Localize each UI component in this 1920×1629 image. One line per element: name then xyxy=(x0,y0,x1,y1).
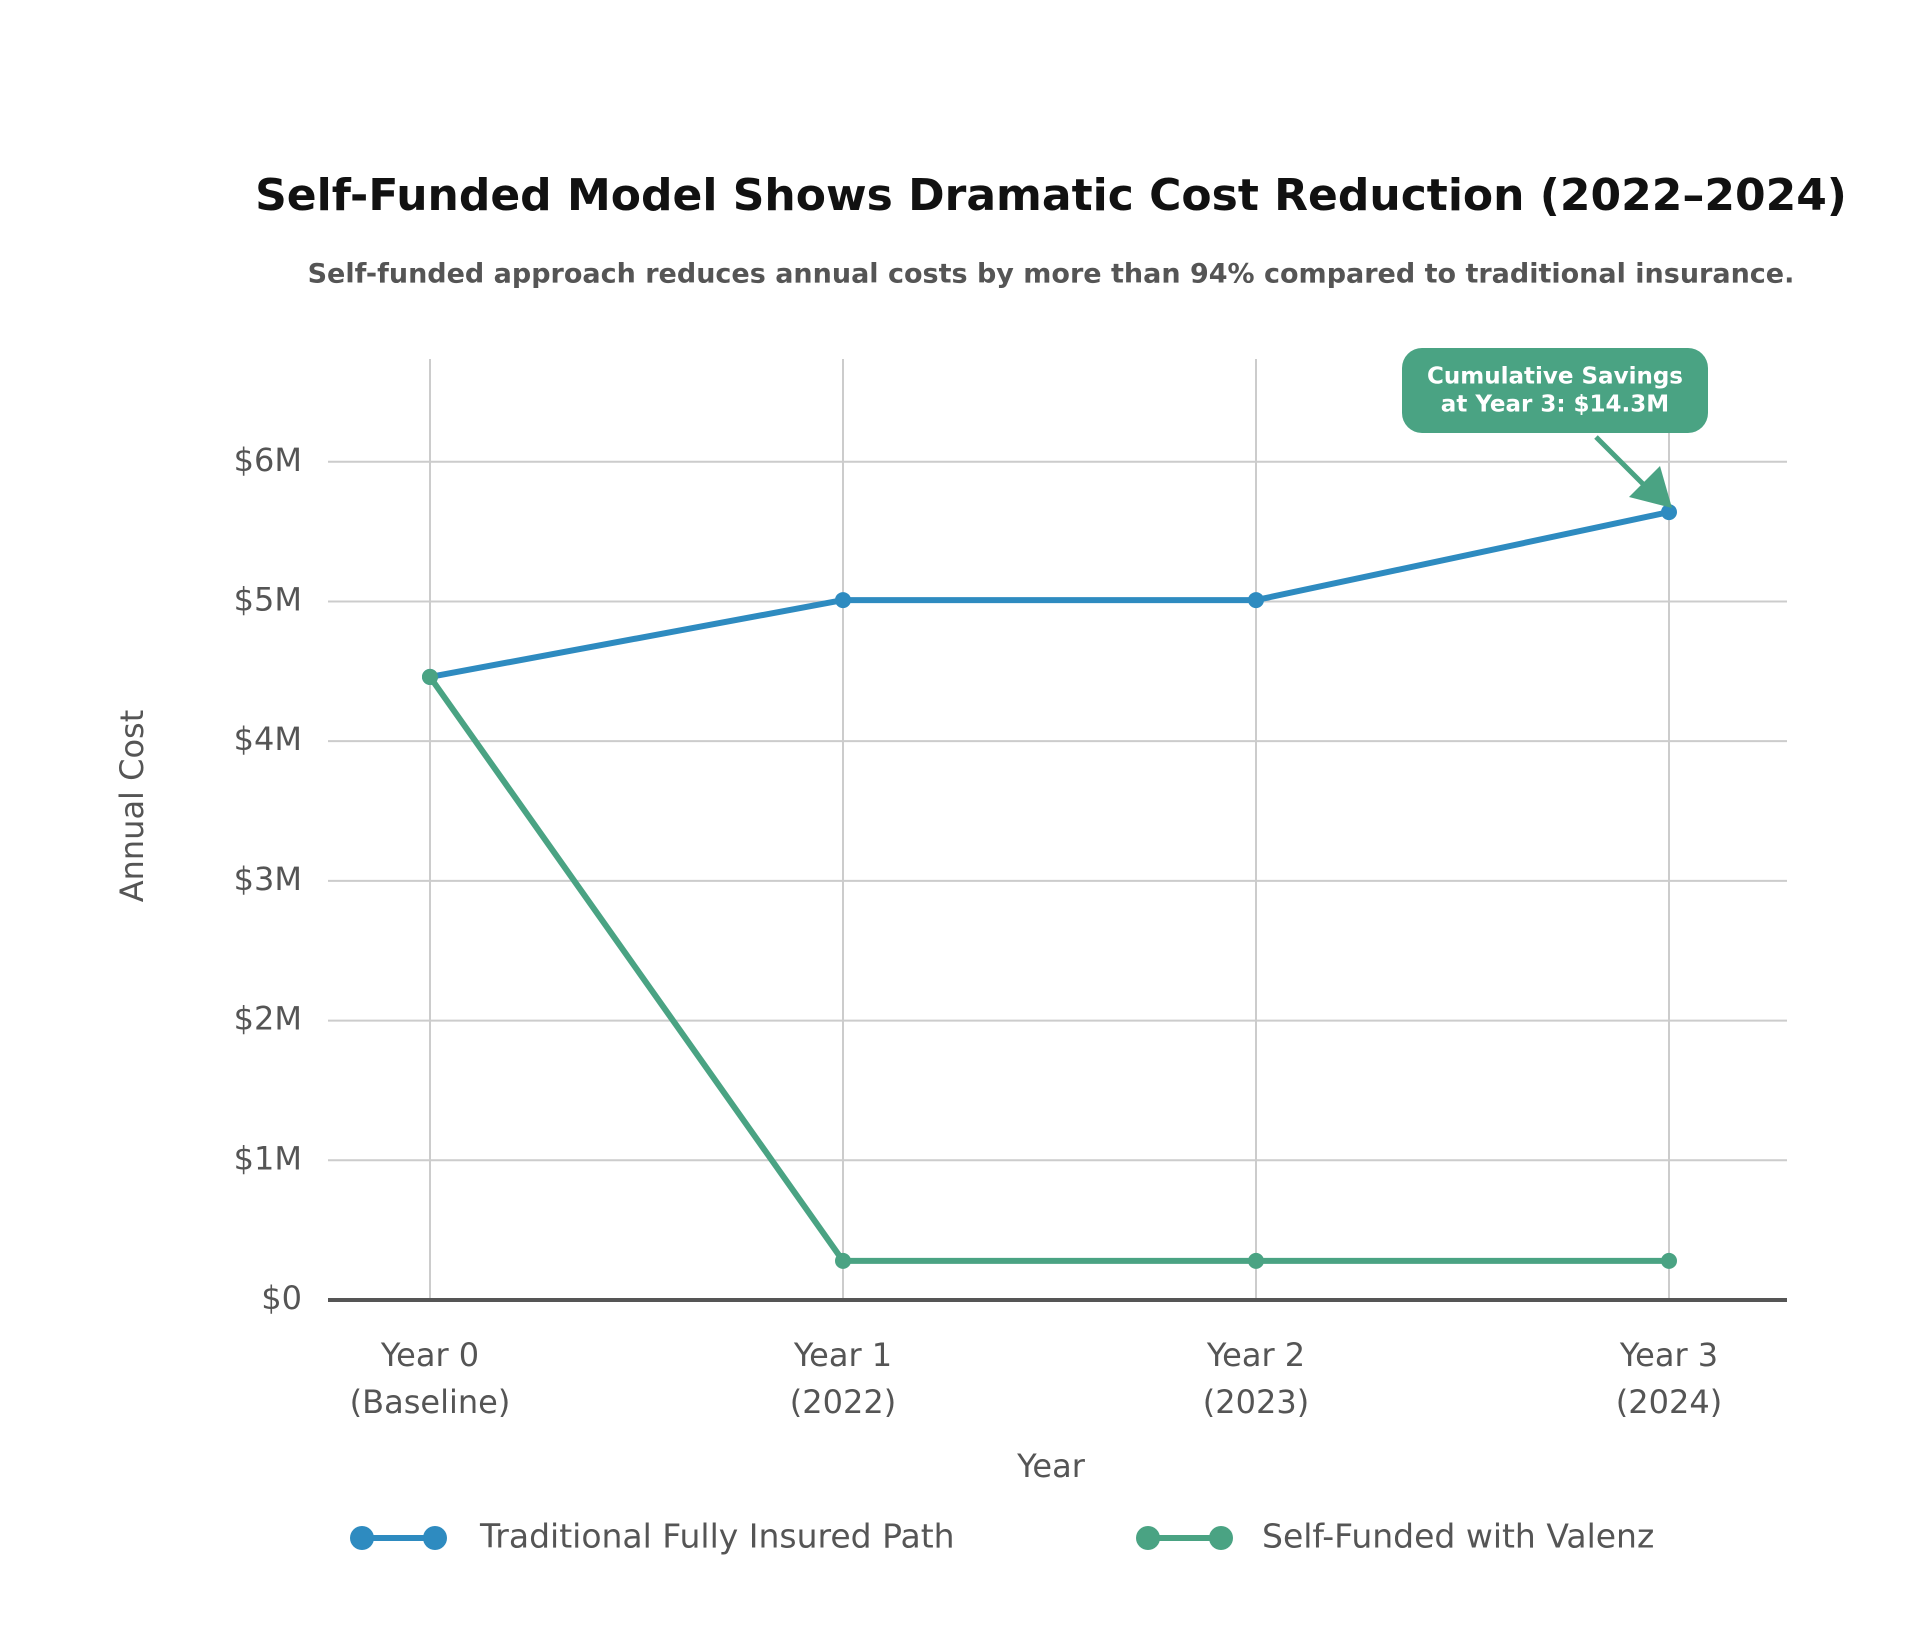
legend-label: Self-Funded with Valenz xyxy=(1262,1517,1654,1556)
y-tick-label: $2M xyxy=(234,1000,302,1038)
x-tick-label: (2023) xyxy=(1203,1383,1309,1421)
annotation-text: at Year 3: $14.3M xyxy=(1441,392,1669,418)
y-tick-label: $4M xyxy=(234,720,302,758)
annotation-arrow xyxy=(1594,435,1650,491)
data-point xyxy=(1661,1252,1677,1269)
x-tick-label: Year 2 xyxy=(1206,1336,1305,1374)
annotation-arrowhead xyxy=(1629,466,1672,508)
y-tick-label: $6M xyxy=(234,441,302,479)
y-axis-title: Annual Cost xyxy=(113,710,151,903)
data-point xyxy=(835,1252,851,1269)
x-tick-label: Year 3 xyxy=(1619,1336,1718,1374)
chart-subtitle: Self-funded approach reduces annual cost… xyxy=(308,259,1795,290)
legend-marker xyxy=(350,1526,374,1550)
x-tick-label: Year 1 xyxy=(793,1336,892,1374)
x-axis-title: Year xyxy=(1016,1447,1086,1485)
data-point xyxy=(1248,1252,1264,1269)
legend-marker xyxy=(423,1526,447,1550)
data-point xyxy=(1248,592,1264,609)
legend-label: Traditional Fully Insured Path xyxy=(479,1517,955,1556)
legend-marker xyxy=(1209,1526,1233,1550)
chart-title: Self-Funded Model Shows Dramatic Cost Re… xyxy=(255,170,1847,221)
data-point xyxy=(835,592,851,609)
y-tick-label: $1M xyxy=(234,1139,302,1177)
legend-marker xyxy=(1136,1526,1160,1550)
y-tick-label: $3M xyxy=(234,860,302,898)
x-tick-label: (2022) xyxy=(790,1383,896,1421)
x-tick-label: (2024) xyxy=(1616,1383,1722,1421)
data-point xyxy=(422,668,438,685)
annotation-box xyxy=(1402,348,1708,433)
annotation-text: Cumulative Savings xyxy=(1427,364,1683,390)
series-line xyxy=(427,675,1669,1264)
y-tick-label: $5M xyxy=(234,580,302,618)
data-point xyxy=(1661,504,1677,521)
x-tick-label: (Baseline) xyxy=(350,1383,511,1421)
y-tick-label: $0 xyxy=(261,1279,302,1317)
x-tick-label: Year 0 xyxy=(380,1336,479,1374)
series-line xyxy=(429,509,1670,680)
